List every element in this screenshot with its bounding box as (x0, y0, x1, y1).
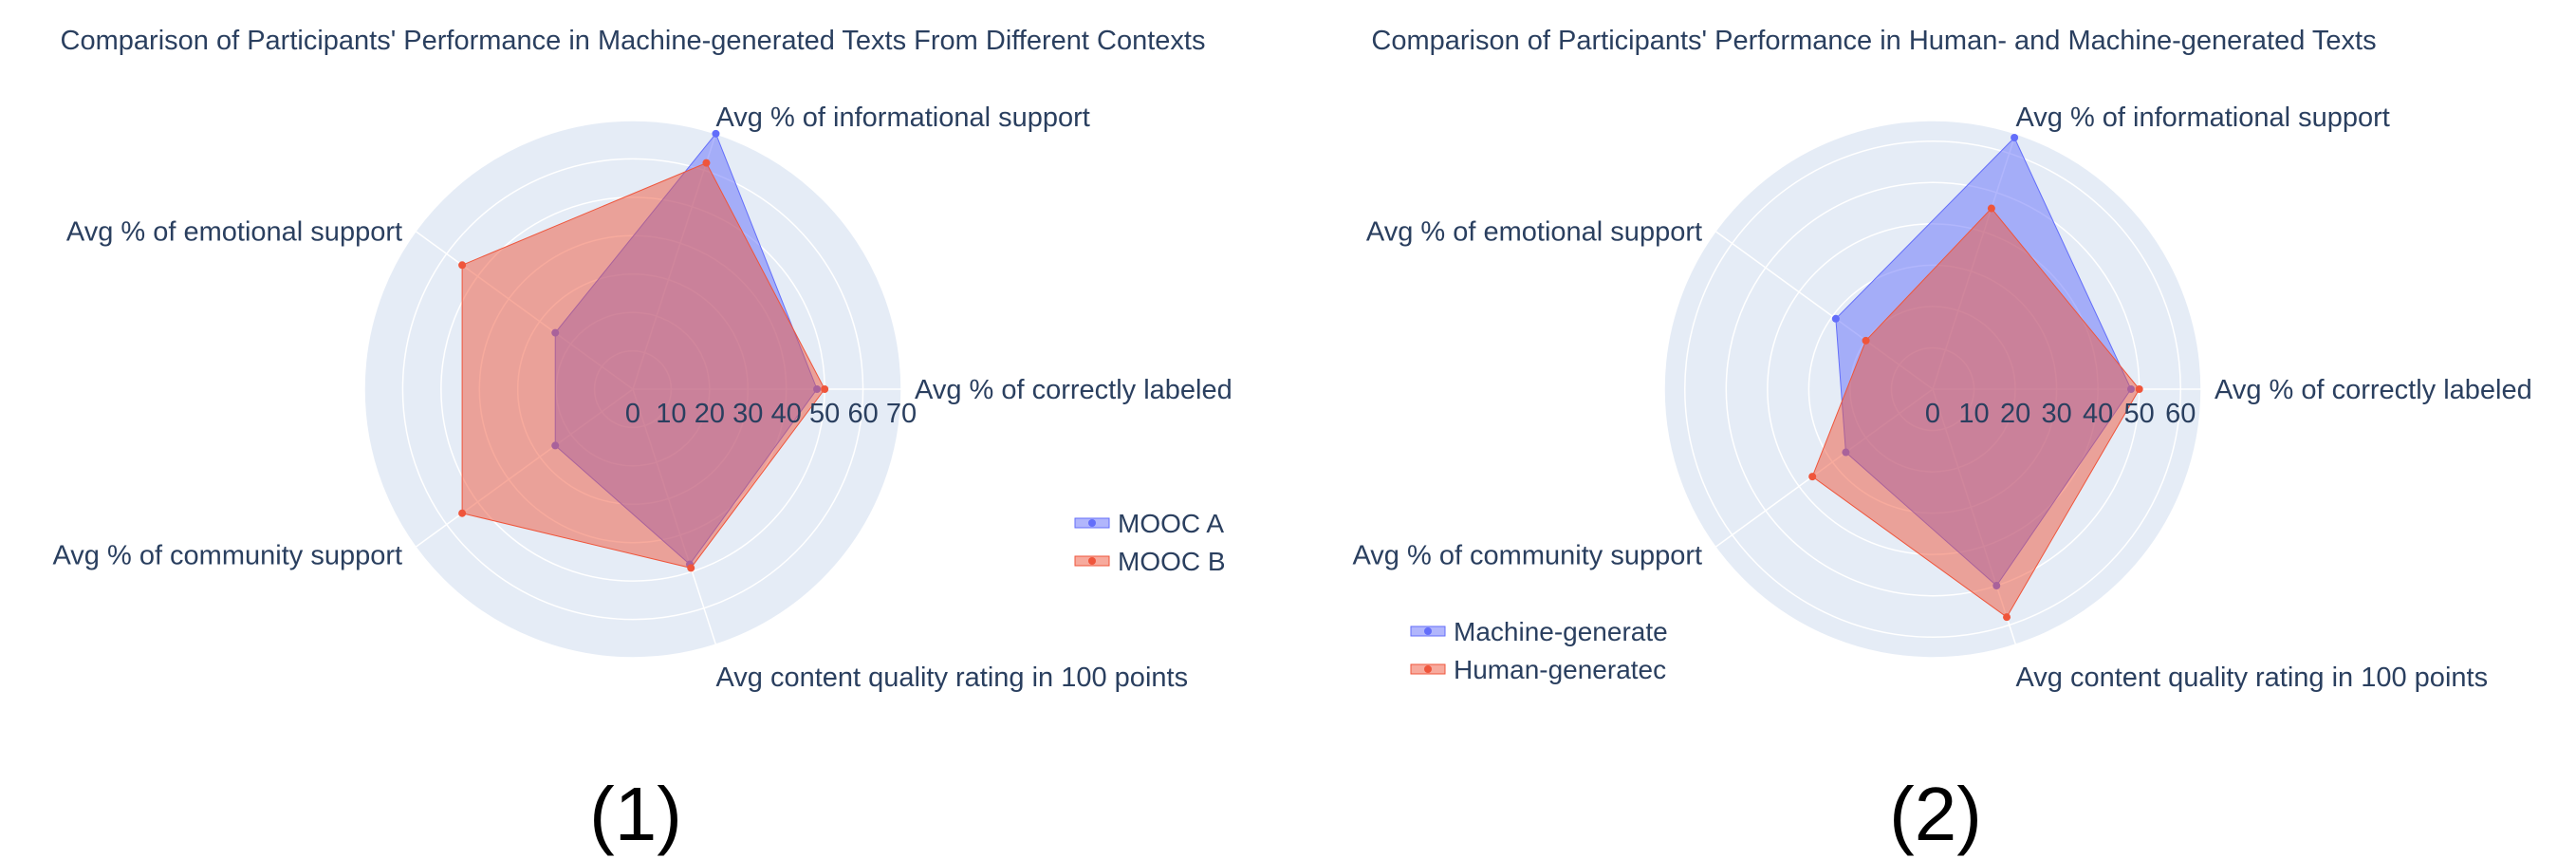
axis-label: Avg % of community support (1352, 540, 1702, 570)
data-point (2135, 385, 2143, 393)
data-point (712, 129, 720, 138)
legend-marker (1424, 665, 1432, 673)
data-point (687, 564, 695, 572)
radial-tick-label: 30 (732, 399, 763, 429)
panel-label: (2) (1889, 772, 1982, 856)
series-area-1 (1811, 207, 2140, 618)
radial-tick-label: 60 (2165, 399, 2196, 429)
axis-label: Avg % of informational support (2015, 103, 2389, 133)
radial-tick-label: 50 (809, 399, 840, 429)
radial-tick-label: 10 (1958, 399, 1989, 429)
data-point (2003, 613, 2011, 622)
legend-item[interactable]: Human-generatec (1410, 655, 1666, 684)
legend-label: MOOC A (1118, 509, 1224, 538)
radar-chart-1: Comparison of Participants' Performance … (52, 26, 1232, 856)
data-point (1831, 314, 1840, 323)
axis-label: Avg content quality rating in 100 points (715, 663, 1188, 693)
data-point (1987, 204, 1995, 213)
legend-item[interactable]: MOOC A (1074, 509, 1224, 538)
radial-tick-label: 20 (695, 399, 725, 429)
radial-tick-label: 40 (2083, 399, 2113, 429)
legend: Machine-generate Human-generatec (1410, 617, 1668, 684)
radar-chart-2: Comparison of Participants' Performance … (1352, 26, 2531, 856)
radial-tick-label: 60 (847, 399, 878, 429)
legend-label: MOOC B (1118, 547, 1226, 576)
legend-marker (1088, 519, 1096, 527)
panel-label: (1) (589, 772, 682, 856)
chart-title: Comparison of Participants' Performance … (61, 26, 1206, 56)
radial-tick-label: 30 (2041, 399, 2071, 429)
legend-marker (1088, 557, 1096, 565)
data-point (1808, 473, 1817, 481)
legend-marker (1424, 627, 1432, 635)
legend-label: Machine-generate (1454, 617, 1668, 646)
axis-label: Avg % of correctly labeled (2215, 375, 2532, 405)
legend-item[interactable]: Machine-generate (1410, 617, 1668, 646)
radial-tick-label: 0 (1925, 399, 1940, 429)
data-point (458, 261, 467, 270)
data-point (458, 509, 467, 517)
radial-tick-label: 70 (886, 399, 917, 429)
radial-tick-label: 50 (2124, 399, 2155, 429)
chart-title: Comparison of Participants' Performance … (1371, 26, 2376, 56)
legend: MOOC A MOOC B (1074, 509, 1226, 576)
axis-label: Avg % of emotional support (66, 217, 402, 248)
radial-tick-label: 20 (2000, 399, 2030, 429)
axis-label: Avg % of informational support (715, 103, 1089, 133)
data-point (2011, 133, 2019, 141)
data-point (1862, 336, 1870, 345)
axis-label: Avg % of correctly labeled (915, 375, 1232, 405)
data-point (821, 385, 829, 393)
radial-tick-label: 40 (771, 399, 802, 429)
legend-label: Human-generatec (1454, 655, 1666, 684)
radial-tick-label: 10 (656, 399, 686, 429)
legend-item[interactable]: MOOC B (1074, 547, 1226, 576)
axis-label: Avg % of emotional support (1366, 217, 1702, 248)
axis-label: Avg % of community support (52, 540, 402, 570)
data-point (702, 159, 711, 167)
radial-tick-label: 0 (625, 399, 640, 429)
series-area-1 (461, 161, 825, 569)
axis-label: Avg content quality rating in 100 points (2015, 663, 2488, 693)
